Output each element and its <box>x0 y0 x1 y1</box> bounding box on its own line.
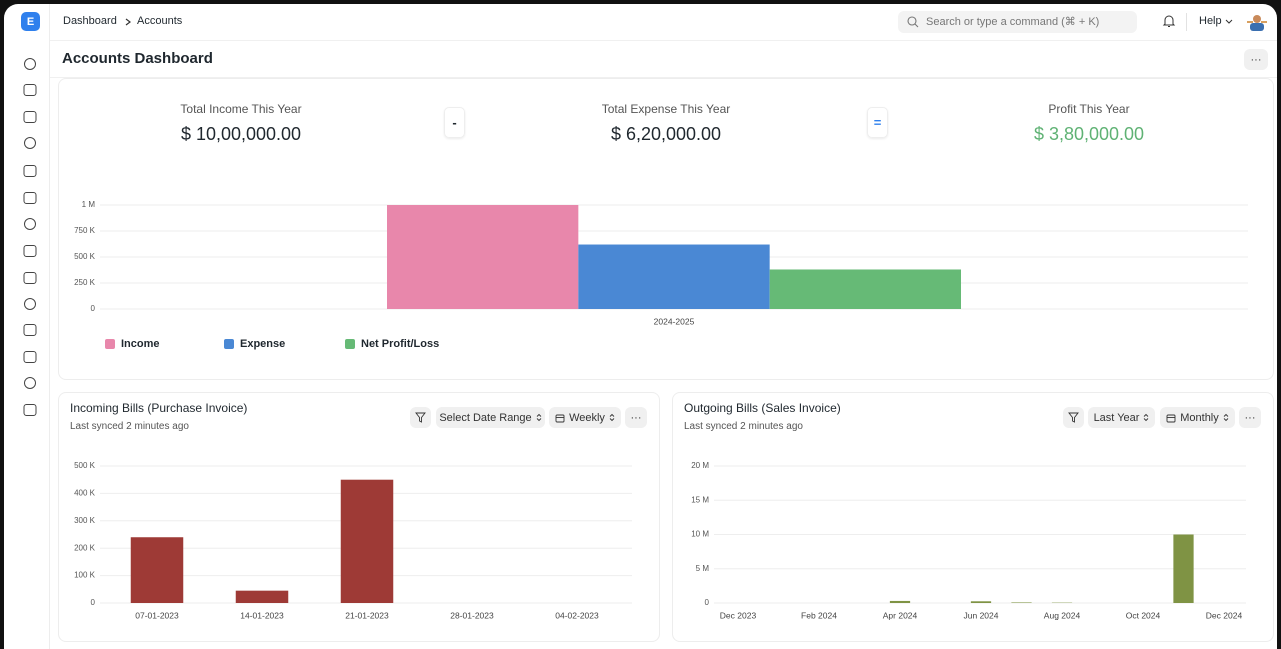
select-icon <box>536 413 541 422</box>
button-label: Weekly <box>569 411 605 424</box>
operator-box: = <box>867 107 888 138</box>
select-icon <box>1144 413 1149 422</box>
button-label: Last Year <box>1093 411 1140 424</box>
chart-menu-button[interactable]: ··· <box>625 407 647 428</box>
interval-button[interactable]: Monthly <box>1160 407 1235 428</box>
sidebar <box>4 4 50 649</box>
app: E Dashboard Accounts Search or type a co… <box>4 4 1277 649</box>
breadcrumb-item[interactable]: Accounts <box>137 15 183 27</box>
chart-menu-button[interactable]: ··· <box>1239 407 1261 428</box>
header-divider <box>50 77 1277 78</box>
breadcrumb-separator <box>125 18 131 26</box>
avatar[interactable] <box>1246 11 1268 33</box>
filter-button[interactable] <box>410 407 431 428</box>
summary-label: Total Expense This Year <box>601 102 731 116</box>
chart-subtitle: Last synced 2 minutes ago <box>70 421 189 432</box>
button-label: Monthly <box>1180 411 1219 424</box>
select-icon <box>1223 413 1229 422</box>
summary-label: Profit This Year <box>1048 102 1130 116</box>
date-range-button[interactable]: Select Date Range <box>436 407 545 428</box>
date-range-button[interactable]: Last Year <box>1088 407 1155 428</box>
divider <box>1186 13 1187 31</box>
operator: - <box>452 115 457 130</box>
logo-letter: E <box>26 15 35 28</box>
search-box[interactable] <box>898 11 1137 33</box>
interval-button[interactable]: Weekly <box>549 407 621 428</box>
help-chevron <box>1225 19 1233 24</box>
calendar-icon <box>555 414 565 422</box>
summary-value: $ 6,20,000.00 <box>610 124 722 144</box>
page-menu-button[interactable]: ··· <box>1244 49 1268 70</box>
search-placeholder: Search or type a command (⌘ + K) <box>926 16 1100 28</box>
summary-value: $ 10,00,000.00 <box>180 124 302 144</box>
page-title: Accounts Dashboard <box>62 50 213 67</box>
top-bar <box>50 4 1277 41</box>
notification-bell[interactable] <box>1162 14 1176 28</box>
calendar-icon <box>1166 414 1176 422</box>
operator: = <box>873 115 882 130</box>
filter-icon <box>415 412 426 423</box>
operator-box: - <box>444 107 465 138</box>
filter-icon <box>1068 412 1079 423</box>
chart-title: Incoming Bills (Purchase Invoice) <box>70 401 248 415</box>
chart-subtitle: Last synced 2 minutes ago <box>684 421 803 432</box>
select-icon <box>609 413 615 422</box>
search-icon <box>907 16 919 28</box>
app-logo[interactable]: E <box>21 12 40 31</box>
chart-title: Outgoing Bills (Sales Invoice) <box>684 401 841 415</box>
summary-label: Total Income This Year <box>180 102 302 116</box>
summary-value: $ 3,80,000.00 <box>1033 124 1145 144</box>
filter-button[interactable] <box>1063 407 1084 428</box>
breadcrumb-item[interactable]: Dashboard <box>63 15 117 27</box>
help-menu[interactable]: Help <box>1199 15 1222 27</box>
button-label: Select Date Range <box>439 411 532 424</box>
summary-card <box>58 78 1274 380</box>
